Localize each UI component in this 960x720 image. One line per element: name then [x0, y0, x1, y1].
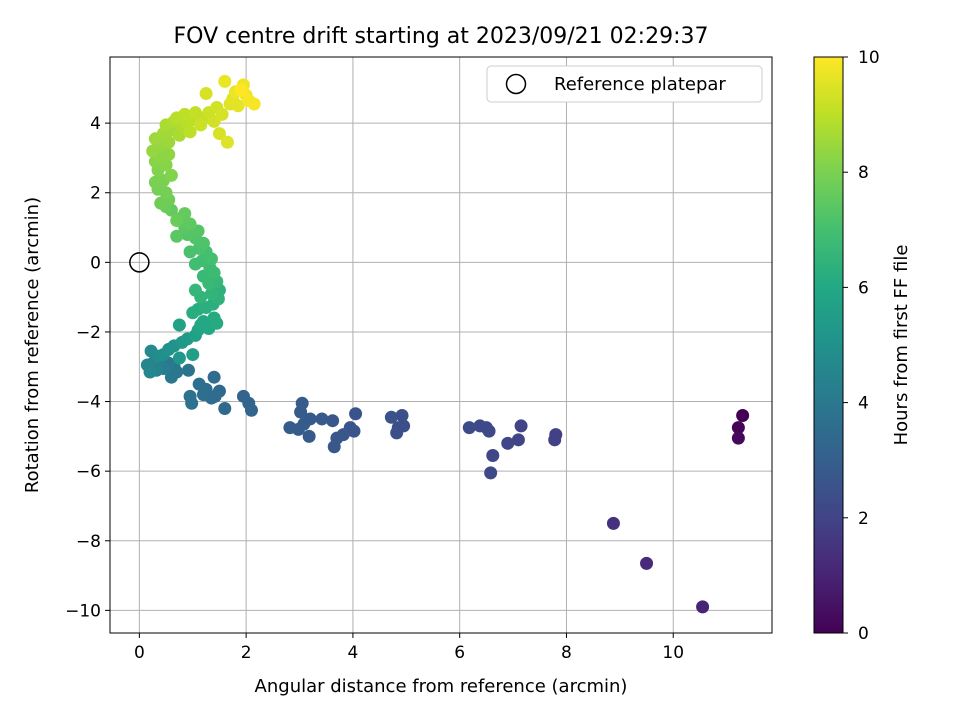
- legend-entry-reference: Reference platepar: [554, 74, 726, 95]
- y-tick-label: −8: [76, 532, 101, 552]
- grid: [110, 57, 772, 633]
- data-point: [192, 377, 206, 391]
- x-tick-label: 2: [241, 643, 252, 663]
- data-point: [327, 440, 341, 454]
- data-point: [736, 408, 750, 422]
- colorbar-frame: [813, 56, 844, 634]
- data-point: [172, 318, 186, 332]
- y-tick-label: −10: [65, 601, 101, 621]
- data-point: [390, 426, 404, 440]
- x-tick-label: 0: [134, 643, 145, 663]
- colorbar-ticks: 0 2 4 6 8 10: [843, 48, 880, 644]
- data-point: [183, 245, 197, 259]
- data-point: [501, 436, 515, 450]
- data-point: [696, 600, 710, 614]
- legend-box: [486, 65, 763, 103]
- x-tick-label: 10: [662, 643, 684, 663]
- scatter-points: [140, 74, 750, 614]
- data-point: [215, 107, 229, 121]
- data-point: [283, 421, 297, 435]
- data-point: [486, 449, 500, 463]
- data-point: [196, 388, 210, 402]
- colorbar-tick-label: 2: [858, 509, 869, 529]
- colorbar-tick-label: 10: [858, 48, 880, 68]
- y-tick-label: 4: [90, 114, 101, 134]
- chart-title: FOV centre drift starting at 2023/09/21 …: [174, 24, 709, 49]
- data-point: [199, 87, 213, 101]
- data-point: [218, 402, 232, 416]
- y-tick-label: −6: [76, 462, 101, 482]
- plot-frame: [109, 56, 773, 634]
- data-point: [511, 433, 525, 447]
- axis-ticks: 0 2 4 6 8 10 −10 −8 −6 −4 −2 0 2 4: [65, 114, 684, 663]
- data-point: [204, 287, 218, 301]
- data-point: [194, 118, 208, 132]
- y-axis-label: Rotation from reference (arcmin): [22, 197, 43, 493]
- data-point: [162, 147, 176, 161]
- x-tick-label: 6: [454, 643, 465, 663]
- data-point: [462, 421, 476, 435]
- data-point: [170, 229, 184, 243]
- data-point: [514, 419, 528, 433]
- data-point: [384, 410, 398, 424]
- colorbar-gradient: [814, 57, 843, 633]
- data-point: [212, 127, 226, 141]
- colorbar: 0 2 4 6 8 10 Hours from first FF file: [813, 48, 912, 644]
- data-point: [731, 431, 745, 445]
- x-axis-label: Angular distance from reference (arcmin): [255, 676, 628, 697]
- data-point: [234, 83, 248, 97]
- data-point: [640, 556, 654, 570]
- data-point: [181, 363, 195, 377]
- colorbar-label: Hours from first FF file: [891, 245, 912, 446]
- y-tick-label: −2: [76, 323, 101, 343]
- data-point: [484, 466, 498, 480]
- x-tick-label: 4: [347, 643, 358, 663]
- y-tick-label: −4: [76, 393, 101, 413]
- data-point: [172, 351, 186, 365]
- data-point: [164, 168, 178, 182]
- data-point: [170, 214, 184, 228]
- reference-platepar-marker: [129, 252, 150, 273]
- legend: Reference platepar: [486, 65, 763, 103]
- data-point: [164, 370, 178, 384]
- data-point: [154, 196, 168, 210]
- data-point: [606, 516, 620, 530]
- data-point: [395, 408, 409, 422]
- data-point: [473, 419, 487, 433]
- data-point: [231, 99, 245, 113]
- data-point: [326, 414, 340, 428]
- data-point: [218, 74, 232, 88]
- legend-marker: [505, 73, 527, 95]
- data-point: [183, 217, 197, 231]
- y-tick-label: 0: [90, 253, 101, 273]
- data-point: [183, 125, 197, 139]
- y-tick-label: 2: [90, 184, 101, 204]
- data-point: [548, 433, 562, 447]
- colorbar-tick-label: 6: [858, 278, 869, 298]
- data-point: [210, 316, 224, 330]
- data-point: [183, 389, 197, 403]
- data-point: [207, 370, 221, 384]
- data-point: [315, 412, 329, 426]
- data-point: [247, 97, 261, 111]
- data-point: [188, 283, 202, 297]
- data-point: [731, 421, 745, 435]
- data-point: [294, 405, 308, 419]
- data-point: [349, 407, 363, 421]
- colorbar-tick-label: 4: [858, 394, 869, 414]
- x-tick-label: 8: [561, 643, 572, 663]
- colorbar-tick-label: 0: [858, 624, 869, 644]
- data-point: [236, 389, 250, 403]
- data-point: [186, 348, 200, 362]
- data-point: [140, 358, 154, 372]
- colorbar-tick-label: 8: [858, 163, 869, 183]
- data-point: [302, 429, 316, 443]
- data-point: [220, 135, 234, 149]
